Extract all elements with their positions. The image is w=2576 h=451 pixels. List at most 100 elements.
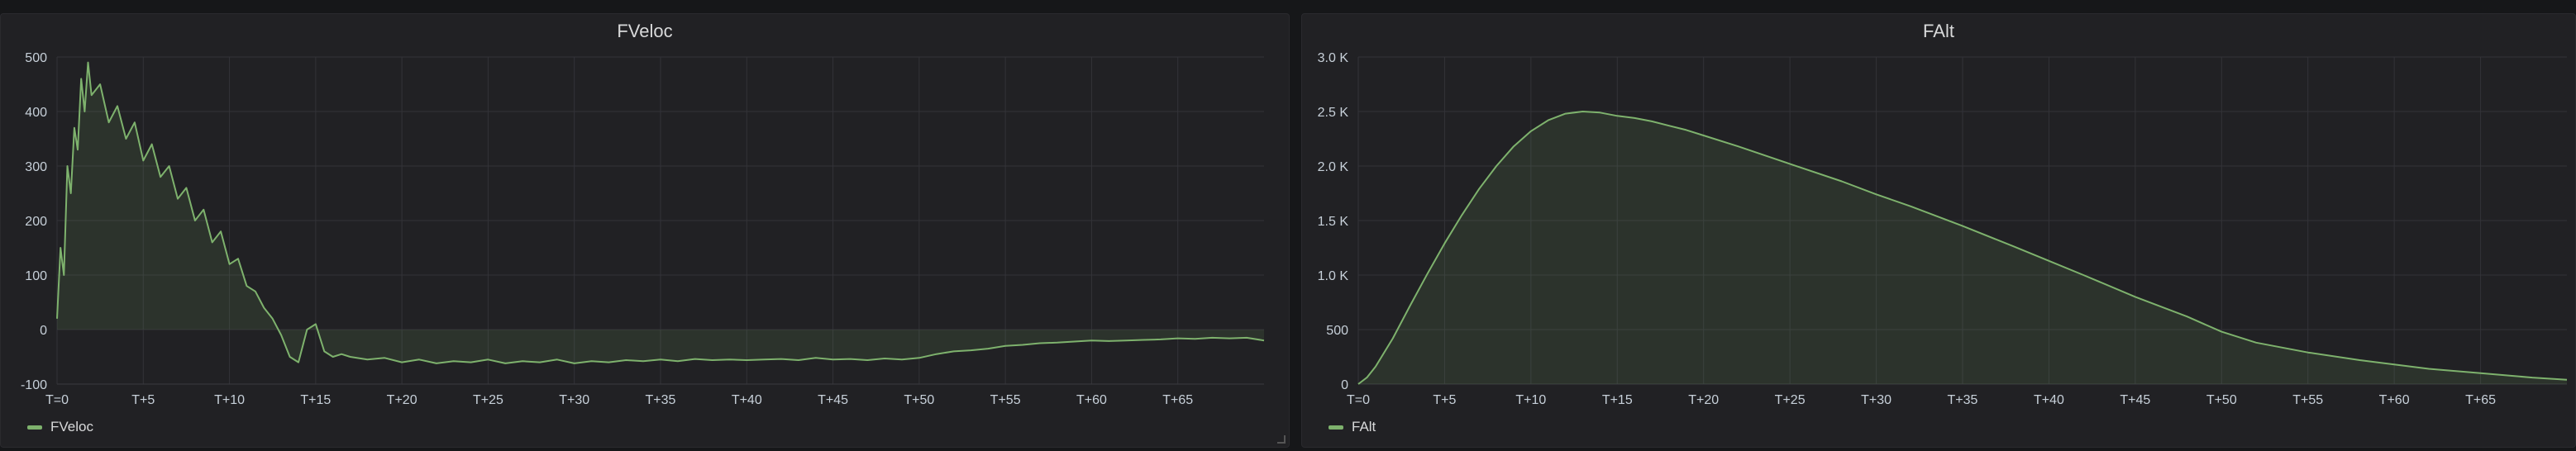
legend-swatch-falt bbox=[1329, 425, 1343, 430]
data-point bbox=[453, 360, 455, 362]
x-tick-label: T+25 bbox=[473, 393, 503, 407]
x-tick-label: T=0 bbox=[45, 393, 69, 407]
data-point bbox=[832, 358, 833, 360]
data-point bbox=[1194, 338, 1195, 339]
data-point bbox=[1410, 305, 1411, 306]
data-point bbox=[1910, 206, 1911, 207]
data-point bbox=[1496, 165, 1497, 167]
x-tick-label: T+60 bbox=[1076, 393, 1107, 407]
data-point bbox=[66, 165, 68, 167]
data-point bbox=[1366, 377, 1367, 378]
x-tick-label: T+5 bbox=[1433, 393, 1456, 407]
data-point bbox=[2082, 274, 2084, 276]
x-tick-label: T+40 bbox=[732, 393, 762, 407]
y-tick-label: 0 bbox=[40, 324, 47, 338]
data-point bbox=[677, 360, 679, 362]
data-point bbox=[1581, 111, 1583, 112]
data-point bbox=[918, 357, 920, 358]
x-tick-label: T+50 bbox=[2206, 393, 2237, 407]
data-point bbox=[237, 258, 239, 259]
data-point bbox=[1160, 339, 1162, 340]
data-point bbox=[487, 358, 489, 360]
data-point bbox=[289, 356, 290, 358]
x-tick-label: T+15 bbox=[1602, 393, 1633, 407]
x-tick-label: T+10 bbox=[214, 393, 245, 407]
data-point bbox=[1143, 339, 1144, 340]
data-point bbox=[2221, 330, 2222, 332]
data-point bbox=[323, 350, 325, 352]
x-tick-label: T+35 bbox=[646, 393, 676, 407]
resize-handle[interactable] bbox=[1277, 435, 1286, 444]
data-point bbox=[1039, 342, 1041, 344]
data-point bbox=[642, 360, 644, 362]
data-point bbox=[2393, 363, 2395, 365]
data-point bbox=[107, 121, 109, 123]
data-point bbox=[298, 361, 299, 363]
data-point bbox=[2048, 260, 2049, 262]
data-point bbox=[1564, 112, 1566, 114]
data-point bbox=[341, 354, 342, 355]
data-point bbox=[177, 197, 179, 199]
data-point bbox=[2135, 296, 2136, 297]
data-point bbox=[936, 354, 937, 355]
data-point bbox=[91, 94, 93, 96]
x-tick-label: T+65 bbox=[2465, 393, 2496, 407]
data-point bbox=[2014, 246, 2015, 248]
data-point bbox=[694, 358, 696, 359]
fveloc-chart: -100 0 100 200 300 400 500 T=0 T+5 T+10 T+15 T+20 T+… bbox=[1, 14, 1290, 449]
data-point bbox=[1530, 131, 1532, 132]
data-point bbox=[590, 360, 592, 362]
data-point bbox=[246, 285, 247, 287]
data-point bbox=[1461, 214, 1462, 216]
data-point bbox=[1108, 340, 1109, 342]
x-tick-label: T+55 bbox=[2292, 393, 2323, 407]
data-point bbox=[780, 358, 782, 359]
data-point bbox=[418, 358, 420, 360]
y-tick-label: 1.5 K bbox=[1318, 215, 1349, 229]
y-tick-label: 3.0 K bbox=[1318, 51, 1349, 65]
data-point bbox=[608, 361, 609, 363]
x-tick-label: T+20 bbox=[1688, 393, 1719, 407]
y-tick-label: 100 bbox=[25, 269, 47, 283]
data-point bbox=[556, 358, 558, 360]
x-tick-label: T+45 bbox=[2120, 393, 2150, 407]
data-point bbox=[56, 318, 58, 320]
data-point bbox=[160, 176, 161, 178]
data-point bbox=[117, 105, 118, 107]
y-tick-label: 200 bbox=[25, 215, 47, 229]
data-point bbox=[272, 318, 274, 320]
legend-swatch-fveloc bbox=[27, 425, 42, 430]
x-tick-label: T+30 bbox=[1861, 393, 1891, 407]
data-point bbox=[306, 329, 308, 330]
data-point bbox=[1616, 115, 1618, 116]
data-point bbox=[1263, 339, 1265, 341]
data-point bbox=[60, 247, 61, 249]
data-point bbox=[1548, 119, 1549, 121]
data-point bbox=[2255, 342, 2257, 344]
data-point bbox=[1357, 383, 1359, 385]
x-tick-label: T+30 bbox=[559, 393, 589, 407]
legend: FVeloc bbox=[27, 419, 93, 435]
legend-label-fveloc[interactable]: FVeloc bbox=[50, 419, 93, 435]
y-tick-label: 1.0 K bbox=[1318, 269, 1349, 283]
data-point bbox=[901, 358, 903, 360]
legend-label-falt[interactable]: FAlt bbox=[1352, 419, 1376, 435]
data-point bbox=[1375, 366, 1376, 368]
data-point bbox=[366, 358, 368, 360]
data-point bbox=[1668, 125, 1670, 126]
data-point bbox=[70, 192, 72, 194]
y-tick-label: 2.0 K bbox=[1318, 160, 1349, 174]
data-point bbox=[1651, 121, 1653, 122]
data-point bbox=[574, 363, 575, 364]
x-tick-label: T+55 bbox=[990, 393, 1021, 407]
data-point bbox=[1057, 342, 1058, 344]
falt-chart: 05001.0 K1.5 K2.0 K2.5 K3.0 KT=0 T+5 T+10 T… bbox=[1302, 14, 2576, 449]
data-point bbox=[401, 361, 403, 363]
data-point bbox=[332, 356, 334, 358]
data-point bbox=[970, 349, 971, 351]
data-point bbox=[1073, 340, 1075, 342]
data-point bbox=[349, 356, 351, 358]
data-point bbox=[952, 350, 954, 352]
data-point bbox=[1022, 344, 1023, 345]
